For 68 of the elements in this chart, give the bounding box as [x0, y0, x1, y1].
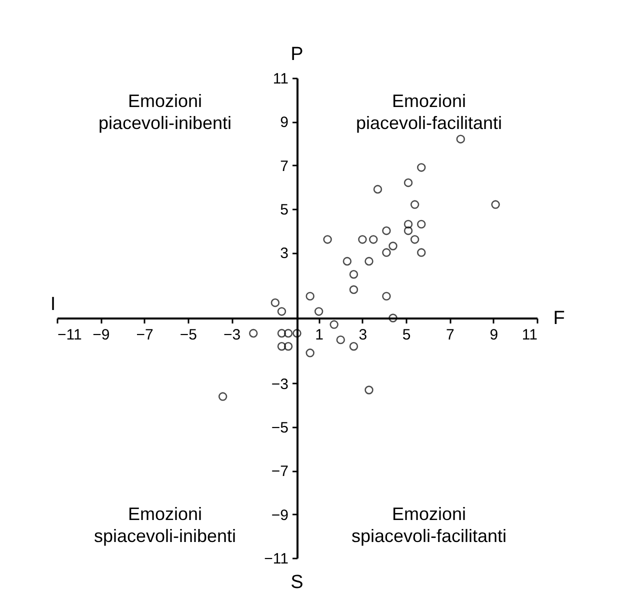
point — [456, 134, 465, 144]
point — [410, 200, 420, 209]
point — [382, 248, 391, 257]
x-tick-label: −7 — [136, 326, 154, 344]
y-tick-label: −7 — [271, 463, 288, 480]
point — [342, 256, 352, 266]
point — [349, 342, 358, 351]
point — [417, 163, 426, 172]
point — [270, 298, 280, 308]
y-tick-label: 9 — [280, 114, 288, 132]
point — [292, 328, 302, 338]
x-tick-label: −3 — [223, 326, 241, 344]
point — [277, 328, 286, 338]
text: S — [290, 572, 304, 593]
annotation: Emozioni piacevoli-inibenti — [98, 91, 232, 133]
point — [284, 342, 293, 351]
x-tick-label: 7 — [446, 326, 454, 344]
y-tick-label: 3 — [280, 245, 288, 262]
point — [364, 256, 374, 266]
point — [404, 178, 413, 188]
point — [349, 270, 358, 279]
point — [314, 307, 324, 316]
y-tick-label: −11 — [264, 550, 288, 568]
y-tick-label: −5 — [271, 420, 288, 437]
point — [382, 292, 391, 301]
point — [249, 328, 258, 338]
point — [382, 226, 391, 236]
x-tick-label: 9 — [490, 326, 498, 344]
point — [336, 335, 345, 344]
annotation: Emozioni piacevoli-facilitanti — [356, 91, 502, 133]
x-axis-title: F — [553, 308, 565, 329]
point — [323, 235, 332, 244]
point — [404, 220, 413, 229]
point — [284, 328, 293, 338]
y-tick-label: −3 — [271, 376, 288, 393]
point — [369, 235, 378, 244]
x-tick-label: 5 — [402, 326, 411, 344]
point — [388, 314, 398, 322]
point — [373, 184, 382, 194]
point — [330, 320, 338, 329]
x-tick-label: −9 — [92, 326, 110, 344]
annotation: Emozioni spiacevoli-inibenti — [94, 504, 236, 546]
point — [388, 242, 398, 250]
point — [364, 386, 374, 394]
point — [404, 226, 413, 236]
text: I — [50, 294, 56, 315]
point — [410, 235, 420, 244]
y-tick-label: 11 — [272, 70, 288, 88]
x-tick-label: 1 — [315, 326, 324, 344]
x-tick-label: 11 — [522, 326, 538, 344]
annotation: Emozioni spiacevoli-facilitanti — [351, 504, 507, 546]
x-tick-label: 3 — [358, 326, 368, 344]
point — [349, 285, 358, 294]
y-tick-label: 5 — [280, 201, 288, 218]
y-tick-label: 7 — [280, 158, 288, 175]
point — [306, 292, 314, 301]
x-tick-label: −5 — [180, 326, 197, 344]
point — [417, 220, 426, 229]
point — [277, 342, 286, 351]
y-axis-title: P — [290, 44, 304, 65]
point — [417, 248, 426, 257]
point — [277, 307, 286, 316]
y-tick-label: −9 — [271, 506, 288, 524]
point — [491, 200, 500, 209]
point — [218, 392, 228, 401]
point — [306, 348, 314, 358]
x-tick-label: −11 — [58, 326, 82, 344]
point — [358, 235, 367, 244]
